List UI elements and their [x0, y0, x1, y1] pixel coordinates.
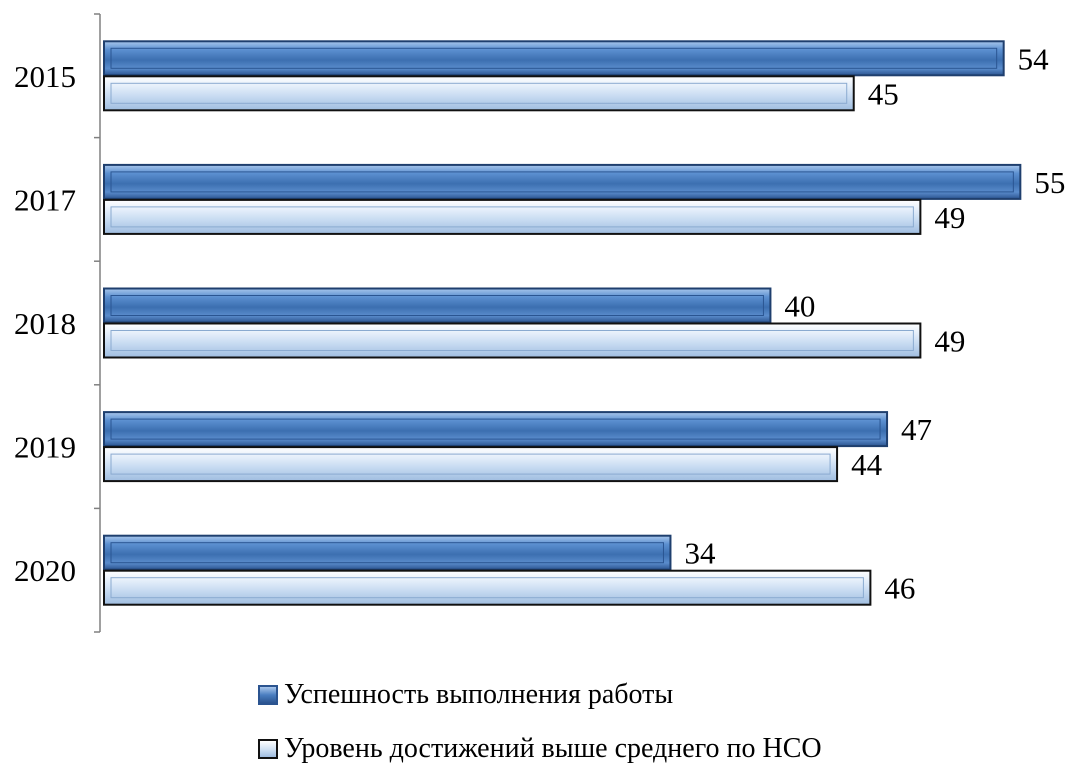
- data-label-series-1: 55: [1034, 165, 1065, 200]
- data-label-series-1: 47: [901, 412, 932, 447]
- category-label: 2018: [14, 306, 76, 341]
- bar-series-1: [103, 163, 1022, 200]
- bar-series-1: [103, 40, 1005, 77]
- data-label-series-1: 40: [784, 289, 815, 324]
- category-label: 2017: [14, 182, 76, 217]
- legend-swatch-series-1: [258, 685, 278, 705]
- bar-series-2: [103, 75, 855, 112]
- bar-chart: 2015 54 45 2017 55 49 2018 40 49 2019 47 44 2020 34 46: [14, 13, 1065, 633]
- legend-swatch-series-2: [258, 739, 278, 759]
- bar-series-2: [103, 198, 922, 235]
- legend-label-series-2: Уровень достижений выше среднего по НСО: [284, 733, 822, 764]
- category-label: 2019: [14, 430, 76, 465]
- category-label: 2015: [14, 59, 76, 94]
- data-label-series-2: 49: [934, 324, 965, 359]
- legend-item-series-1: Успешность выполнения работы: [258, 668, 958, 722]
- bar-series-2: [103, 322, 922, 359]
- data-label-series-2: 46: [884, 571, 915, 606]
- legend-item-series-2: Уровень достижений выше среднего по НСО: [258, 722, 958, 776]
- data-label-series-2: 45: [868, 76, 899, 111]
- bar-series-1: [103, 287, 772, 324]
- data-label-series-1: 54: [1018, 41, 1050, 76]
- data-label-series-2: 49: [934, 200, 965, 235]
- legend-label-series-1: Успешность выполнения работы: [284, 679, 674, 710]
- legend: Успешность выполнения работы Уровень дос…: [258, 668, 958, 776]
- category-label: 2020: [14, 553, 76, 588]
- bar-series-1: [103, 534, 672, 571]
- data-label-series-1: 34: [684, 536, 716, 571]
- data-label-series-2: 44: [851, 447, 883, 482]
- bar-series-1: [103, 411, 889, 448]
- bar-series-2: [103, 569, 872, 606]
- bar-series-2: [103, 446, 839, 483]
